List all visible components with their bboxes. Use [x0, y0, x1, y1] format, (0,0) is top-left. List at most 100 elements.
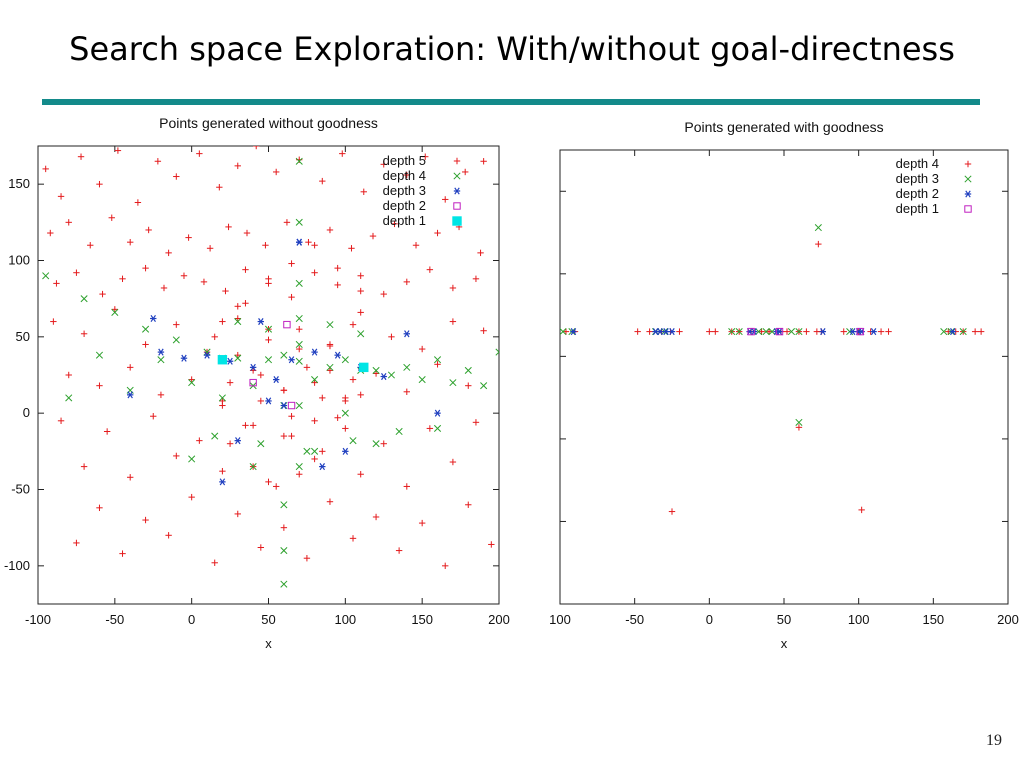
data-point [849, 328, 856, 336]
data-point [433, 424, 442, 432]
data-point [819, 328, 827, 336]
data-point [211, 432, 219, 440]
data-point [287, 401, 296, 410]
data-point [295, 357, 303, 365]
x-tick-label: 200 [488, 612, 510, 627]
data-point [127, 238, 134, 246]
data-point [480, 382, 488, 390]
data-point [442, 562, 449, 570]
data-point [334, 414, 341, 421]
data-point [357, 309, 364, 316]
data-point [142, 516, 149, 524]
data-point [326, 321, 334, 329]
data-point [311, 455, 318, 463]
data-point [357, 272, 364, 279]
data-point [380, 290, 387, 298]
data-point [342, 447, 349, 455]
data-point [217, 355, 228, 365]
data-point [349, 376, 357, 383]
data-point [877, 328, 885, 335]
data-point [319, 394, 326, 402]
data-point [264, 325, 273, 333]
data-point [426, 425, 434, 432]
data-point [305, 238, 312, 246]
data-point [465, 382, 472, 389]
legend-label: depth 2 [383, 198, 426, 213]
data-point [142, 264, 149, 272]
data-point [280, 401, 288, 410]
data-point [949, 328, 956, 336]
data-point [50, 318, 57, 325]
data-point [426, 266, 434, 273]
data-point [296, 345, 303, 353]
data-point [795, 418, 803, 426]
data-point [449, 318, 457, 325]
data-point [395, 427, 403, 436]
data-point [380, 440, 387, 447]
data-point [257, 318, 265, 326]
data-point [272, 376, 280, 384]
legend-marker [453, 202, 461, 210]
y-tick-label: 100 [8, 253, 30, 268]
data-point [200, 278, 208, 286]
data-point [461, 168, 469, 176]
data-point [77, 153, 85, 160]
data-point [870, 328, 877, 336]
data-point [108, 214, 115, 221]
data-point [80, 295, 88, 303]
data-point [357, 330, 365, 338]
x-tick-label: 150 [411, 612, 433, 627]
data-point [403, 171, 410, 179]
data-point [570, 328, 577, 336]
data-point [160, 284, 168, 292]
data-point [349, 321, 357, 328]
legend-label: depth 3 [896, 171, 939, 186]
data-point [488, 541, 495, 548]
data-point [783, 328, 791, 335]
data-point [264, 356, 273, 364]
data-point [449, 379, 457, 387]
legend-label: depth 4 [383, 168, 426, 183]
data-point [243, 229, 251, 237]
data-point [403, 278, 410, 286]
data-point [234, 351, 241, 359]
data-point [42, 272, 50, 280]
data-point [326, 226, 334, 234]
data-point [814, 224, 822, 232]
data-point [157, 391, 165, 399]
y-tick-label: -50 [11, 482, 30, 497]
data-point [280, 547, 288, 555]
series-depth-1 [747, 327, 864, 336]
data-point [165, 249, 172, 257]
data-point [815, 240, 822, 248]
x-tick-label: 100 [848, 612, 870, 627]
data-point [311, 269, 318, 276]
data-point [288, 432, 295, 440]
data-point [977, 328, 985, 335]
data-point [418, 519, 426, 527]
chart-without-goodness: Points generated without goodness -100 -50… [0, 108, 520, 668]
data-point [372, 513, 380, 521]
data-point [96, 180, 103, 188]
data-point [226, 379, 234, 386]
data-point [296, 326, 303, 333]
data-point [257, 397, 265, 405]
data-point [288, 260, 295, 267]
data-point [57, 417, 65, 424]
legend-marker [964, 190, 972, 198]
data-point [265, 478, 272, 486]
data-point [634, 328, 641, 335]
data-point [234, 437, 241, 445]
data-point [295, 218, 303, 226]
data-point [211, 333, 218, 341]
data-point [265, 280, 272, 287]
x-tick-label: -50 [625, 612, 644, 627]
data-point [326, 341, 334, 348]
data-point [319, 448, 326, 455]
data-point [856, 327, 864, 336]
data-point [226, 357, 234, 365]
legend-label: depth 1 [383, 213, 426, 228]
data-point [196, 437, 203, 444]
data-point [339, 150, 346, 157]
data-point [234, 318, 242, 326]
